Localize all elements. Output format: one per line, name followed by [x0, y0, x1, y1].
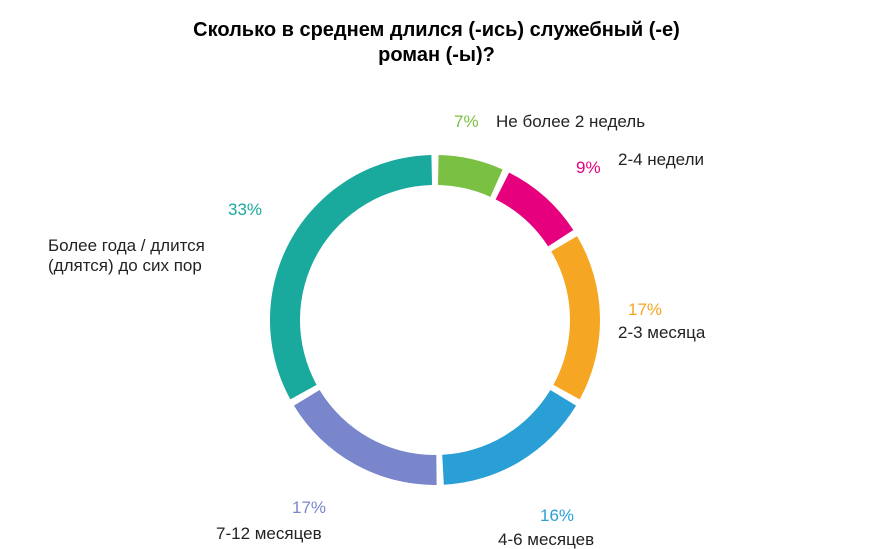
pct-s0: 7%	[454, 112, 479, 132]
pct-s5: 33%	[228, 200, 262, 220]
label-s5: Более года / длится (длятся) до сих пор	[48, 236, 205, 277]
label-s0: Не более 2 недель	[496, 112, 645, 132]
label-s3: 4-6 месяцев	[498, 530, 594, 549]
chart-container: Сколько в среднем длился (-ись) служебны…	[0, 0, 873, 549]
slice-s1	[496, 173, 574, 247]
pct-s2: 17%	[628, 300, 662, 320]
pct-s4: 17%	[292, 498, 326, 518]
slice-s2	[551, 236, 600, 399]
pct-s1: 9%	[576, 158, 601, 178]
label-s1: 2-4 недели	[618, 150, 704, 170]
slice-s5	[270, 155, 432, 399]
label-s2: 2-3 месяца	[618, 323, 705, 343]
slice-s4	[294, 390, 437, 485]
slice-s0	[438, 155, 503, 197]
label-s4: 7-12 месяцев	[216, 524, 322, 544]
pct-s3: 16%	[540, 506, 574, 526]
slice-s3	[442, 390, 576, 485]
